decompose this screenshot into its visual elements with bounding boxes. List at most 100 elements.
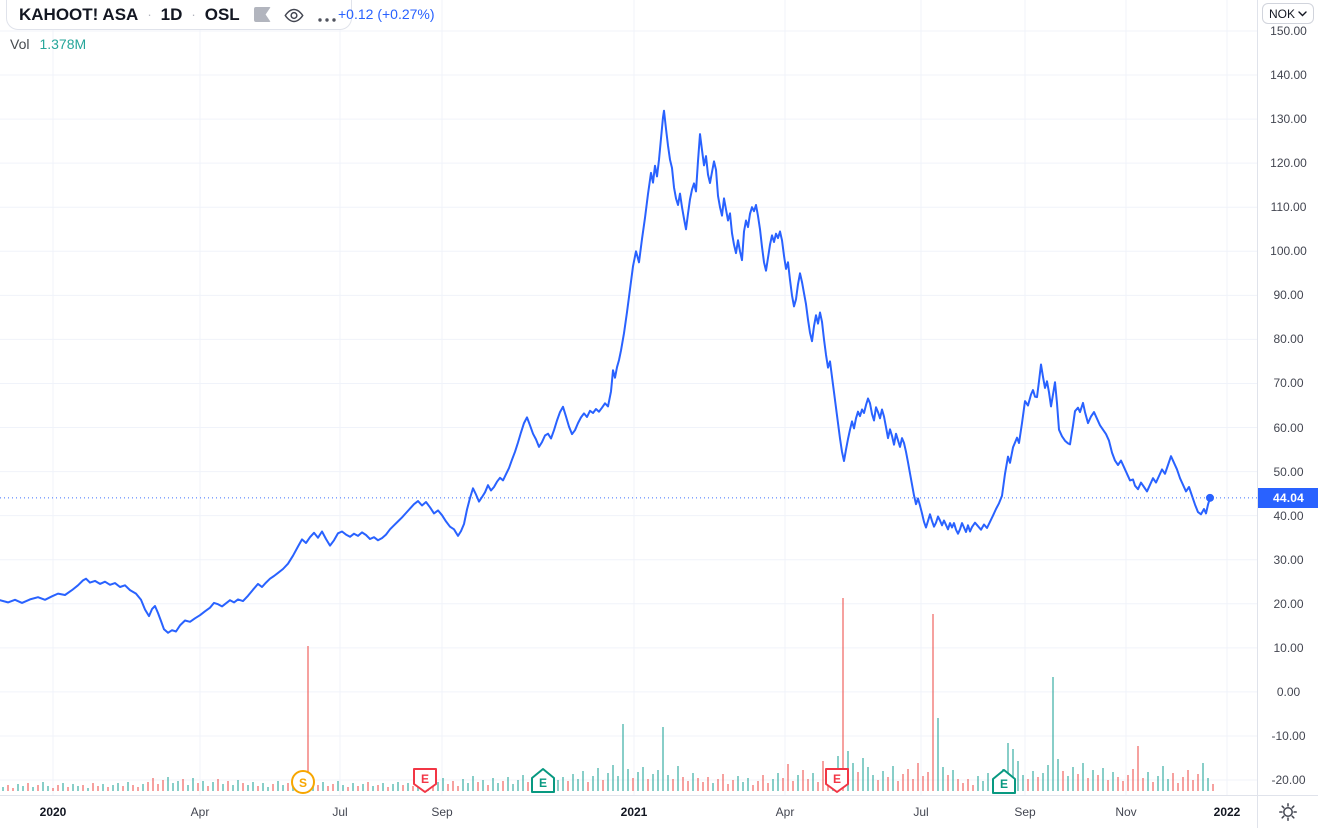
volume-bar bbox=[282, 785, 284, 791]
volume-bar bbox=[1052, 677, 1054, 791]
volume-bar bbox=[577, 779, 579, 791]
volume-bar bbox=[1097, 775, 1099, 791]
volume-bar bbox=[92, 783, 94, 791]
volume-bar bbox=[317, 785, 319, 791]
volume-bar bbox=[447, 784, 449, 791]
volume-bar bbox=[652, 774, 654, 791]
volume-bar bbox=[1037, 777, 1039, 791]
volume-bar bbox=[182, 779, 184, 791]
price-tick-label: 10.00 bbox=[1273, 640, 1304, 655]
volume-bar bbox=[722, 774, 724, 791]
price-tick-label: 140.00 bbox=[1270, 68, 1307, 83]
volume-bar bbox=[667, 775, 669, 791]
settings-gear-button[interactable] bbox=[1277, 801, 1299, 823]
symbol-legend-box[interactable]: KAHOOT! ASA · 1D · OSL bbox=[6, 0, 352, 30]
volume-bar bbox=[907, 769, 909, 791]
volume-bar bbox=[287, 783, 289, 791]
earnings-marker[interactable] bbox=[531, 768, 555, 793]
volume-bar bbox=[72, 784, 74, 791]
marker-letter: E bbox=[421, 772, 429, 786]
split-marker[interactable] bbox=[291, 770, 315, 794]
volume-bar bbox=[97, 786, 99, 791]
separator-dot: · bbox=[191, 7, 196, 22]
volume-bar bbox=[142, 784, 144, 791]
volume-bar bbox=[372, 786, 374, 791]
volume-bar bbox=[217, 779, 219, 791]
axis-corner bbox=[1257, 795, 1318, 828]
volume-bar bbox=[257, 786, 259, 791]
volume-bar bbox=[47, 786, 49, 791]
volume-bar bbox=[407, 783, 409, 791]
volume-bar bbox=[467, 783, 469, 791]
volume-bar bbox=[1017, 761, 1019, 791]
volume-bar bbox=[452, 781, 454, 791]
kahoot-logo-icon bbox=[253, 7, 271, 22]
volume-bar bbox=[122, 786, 124, 791]
volume-bar bbox=[272, 784, 274, 791]
volume-bar bbox=[1122, 781, 1124, 791]
volume-bar bbox=[1102, 768, 1104, 791]
volume-bar bbox=[787, 764, 789, 791]
price-axis[interactable]: NOK 150.00 140.00 130.00 120.00 110.00 100.00… bbox=[1257, 0, 1318, 795]
volume-bar bbox=[752, 785, 754, 791]
volume-bar bbox=[1057, 759, 1059, 791]
volume-bar bbox=[1112, 772, 1114, 791]
volume-bar bbox=[337, 781, 339, 791]
more-options-button[interactable] bbox=[315, 17, 339, 23]
volume-bar bbox=[802, 770, 804, 791]
exchange-label[interactable]: OSL bbox=[204, 5, 240, 24]
volume-bar bbox=[622, 724, 624, 791]
volume-bar bbox=[982, 781, 984, 791]
volume-bar bbox=[517, 780, 519, 791]
volume-bar bbox=[647, 779, 649, 791]
volume-bar bbox=[1157, 776, 1159, 791]
marker-letter: S bbox=[299, 776, 307, 790]
volume-bar bbox=[872, 775, 874, 791]
volume-bar bbox=[1212, 784, 1214, 791]
volume-bar bbox=[557, 780, 559, 791]
volume-bar bbox=[252, 782, 254, 791]
volume-bar bbox=[227, 781, 229, 791]
volume-bar bbox=[177, 781, 179, 791]
eye-visibility-button[interactable] bbox=[281, 8, 307, 23]
volume-bar bbox=[327, 786, 329, 791]
volume-bar bbox=[267, 787, 269, 791]
volume-bar bbox=[22, 786, 24, 791]
volume-bar bbox=[67, 787, 69, 791]
volume-bar bbox=[1022, 775, 1024, 791]
volume-bar bbox=[612, 765, 614, 791]
volume-bar bbox=[502, 781, 504, 791]
volume-bar bbox=[937, 718, 939, 791]
volume-bar bbox=[1027, 779, 1029, 791]
interval-label[interactable]: 1D bbox=[160, 5, 183, 24]
volume-bar bbox=[597, 768, 599, 791]
symbol-title[interactable]: KAHOOT! ASA bbox=[19, 5, 139, 24]
price-change: +0.12 (+0.27%) bbox=[338, 6, 435, 22]
volume-bar bbox=[617, 776, 619, 791]
volume-bar bbox=[522, 775, 524, 791]
separator-dot: · bbox=[147, 7, 152, 22]
time-axis[interactable]: 2020 Apr Jul Sep 2021 Apr Jul Sep Nov 2022 bbox=[0, 795, 1257, 828]
volume-bar bbox=[977, 776, 979, 791]
volume-bar bbox=[2, 787, 4, 791]
volume-bar bbox=[842, 598, 844, 791]
volume-bar bbox=[1162, 766, 1164, 791]
earnings-marker[interactable] bbox=[825, 768, 849, 793]
volume-bar bbox=[922, 776, 924, 791]
currency-dropdown[interactable]: NOK bbox=[1262, 3, 1314, 24]
volume-bar bbox=[762, 775, 764, 791]
price-tick-label: 110.00 bbox=[1270, 200, 1307, 215]
marker-letter: E bbox=[833, 772, 841, 786]
volume-bar bbox=[972, 785, 974, 791]
earnings-marker[interactable] bbox=[992, 769, 1016, 794]
volume-bar bbox=[1132, 769, 1134, 791]
volume-bar bbox=[87, 788, 89, 791]
volume-bar bbox=[882, 771, 884, 791]
volume-bar bbox=[152, 778, 154, 791]
volume-bar bbox=[342, 785, 344, 791]
last-price-dot bbox=[1206, 493, 1214, 502]
volume-bar bbox=[682, 777, 684, 791]
earnings-marker[interactable] bbox=[413, 768, 437, 793]
volume-bar bbox=[737, 776, 739, 791]
